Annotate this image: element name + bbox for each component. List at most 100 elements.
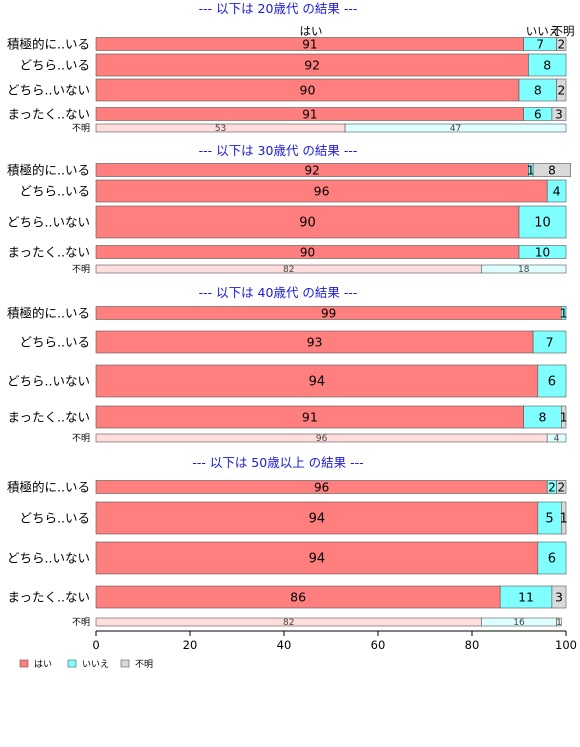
bar-segment-2-2-1 bbox=[537, 364, 567, 398]
row-label-2-0: 積極的に..いる bbox=[7, 306, 90, 321]
data-label-3-1-2: 1 bbox=[560, 512, 568, 527]
row-label-3-4: 不明 bbox=[72, 617, 90, 628]
data-label-0-1-1: 8 bbox=[543, 58, 551, 73]
data-label-1-3-1: 10 bbox=[535, 245, 550, 259]
row-label-2-1: どちら..いる bbox=[20, 335, 90, 350]
bar-segment-0-0-2 bbox=[556, 37, 567, 51]
x-tick-label-4: 80 bbox=[465, 638, 480, 652]
row-label-1-3: まったく..ない bbox=[8, 245, 90, 260]
data-label-1-0-2: 8 bbox=[548, 163, 556, 177]
data-label-2-2-1: 6 bbox=[548, 375, 556, 390]
data-label-0-2-1: 8 bbox=[534, 83, 542, 98]
data-label-1-2-0: 90 bbox=[299, 216, 316, 231]
bar-segment-0-4-1 bbox=[344, 123, 567, 133]
data-label-3-1-1: 5 bbox=[545, 512, 553, 527]
data-label-1-1-1: 4 bbox=[553, 184, 561, 199]
row-label-0-1: どちら..いる bbox=[20, 58, 90, 73]
data-label-0-2-2: 2 bbox=[557, 83, 565, 98]
bar-segment-2-3-2 bbox=[560, 405, 567, 429]
data-label-0-3-0: 91 bbox=[302, 107, 317, 121]
data-label-0-2-0: 90 bbox=[300, 83, 316, 98]
data-label-3-0-1: 2 bbox=[548, 480, 556, 494]
bar-segment-3-2-0 bbox=[95, 541, 539, 575]
x-tick-label-3: 60 bbox=[371, 638, 386, 652]
row-label-0-2: どちら..いない bbox=[7, 83, 90, 98]
column-label-hai: はい bbox=[300, 24, 323, 38]
row-label-1-1: どちら..いる bbox=[20, 184, 90, 199]
data-label-1-4-1: 18 bbox=[518, 265, 530, 275]
data-label-0-0-0: 91 bbox=[302, 37, 317, 51]
x-tick-label-1: 20 bbox=[183, 638, 198, 652]
bar-segment-3-2-1 bbox=[537, 541, 567, 575]
column-label-iie: いいえ bbox=[526, 24, 561, 38]
bar-segment-3-3-2 bbox=[551, 585, 567, 609]
data-label-2-3-2: 1 bbox=[560, 410, 568, 425]
legend-label-0: はい bbox=[34, 659, 52, 670]
panel-title-3: --- 以下は 50歳以上 の結果 --- bbox=[192, 455, 363, 470]
data-label-0-4-0: 53 bbox=[215, 124, 226, 134]
data-label-3-3-0: 86 bbox=[290, 590, 306, 605]
bar-segment-1-3-1 bbox=[518, 245, 567, 259]
row-label-0-4: 不明 bbox=[72, 123, 90, 134]
data-label-3-0-2: 2 bbox=[557, 480, 565, 494]
data-label-1-0-0: 92 bbox=[305, 163, 320, 177]
data-label-0-0-1: 7 bbox=[536, 37, 544, 51]
data-label-0-1-0: 92 bbox=[304, 58, 320, 73]
row-label-1-0: 積極的に..いる bbox=[7, 163, 90, 178]
data-label-1-1-0: 96 bbox=[314, 184, 330, 199]
data-label-2-1-0: 93 bbox=[307, 335, 323, 350]
bar-segment-1-2-0 bbox=[95, 205, 520, 239]
data-label-2-2-0: 94 bbox=[309, 375, 326, 390]
data-label-3-4-1: 16 bbox=[513, 618, 525, 628]
legend-swatch-0 bbox=[19, 659, 29, 668]
bar-segment-3-1-2 bbox=[560, 501, 567, 535]
x-tick-label-5: 100 bbox=[555, 638, 577, 652]
data-label-3-4-2: 1 bbox=[556, 618, 562, 628]
data-label-2-0-0: 99 bbox=[321, 306, 336, 320]
bar-segment-3-1-0 bbox=[95, 501, 539, 535]
panel-title-2: --- 以下は 40歳代 の結果 --- bbox=[199, 285, 358, 300]
panel-title-0: --- 以下は 20歳代 の結果 --- bbox=[199, 1, 358, 16]
bar-segment-1-0-2 bbox=[532, 163, 571, 177]
data-label-1-3-0: 90 bbox=[300, 245, 315, 259]
row-label-3-0: 積極的に..いる bbox=[7, 480, 90, 495]
row-label-3-2: どちら..いない bbox=[7, 551, 90, 566]
data-label-2-4-1: 4 bbox=[554, 434, 560, 444]
bar-segment-0-2-2 bbox=[556, 78, 567, 102]
bar-segment-1-1-1 bbox=[546, 179, 567, 203]
data-label-0-0-2: 2 bbox=[557, 37, 565, 51]
data-label-3-0-0: 96 bbox=[314, 480, 329, 494]
row-label-2-2: どちら..いない bbox=[7, 374, 90, 389]
row-label-3-1: どちら..いる bbox=[20, 511, 90, 526]
data-label-0-3-1: 6 bbox=[534, 107, 542, 121]
legend-swatch-1 bbox=[67, 659, 77, 668]
bar-segment-3-4-2 bbox=[556, 617, 562, 627]
data-label-3-3-2: 3 bbox=[555, 590, 563, 605]
bar-segment-0-3-2 bbox=[551, 107, 567, 121]
data-label-1-0-1: 1 bbox=[527, 163, 535, 177]
data-label-3-2-0: 94 bbox=[309, 552, 326, 567]
row-label-0-3: まったく..ない bbox=[8, 107, 90, 122]
legend-label-2: 不明 bbox=[135, 659, 153, 670]
bar-segment-2-1-1 bbox=[532, 330, 567, 354]
data-label-2-4-0: 96 bbox=[316, 434, 328, 444]
data-label-0-4-1: 47 bbox=[450, 124, 461, 134]
row-label-2-3: まったく..ない bbox=[8, 410, 90, 425]
legend-swatch-2 bbox=[120, 659, 130, 668]
data-label-2-3-0: 91 bbox=[302, 410, 318, 425]
row-label-1-2: どちら..いない bbox=[7, 215, 90, 230]
data-label-1-2-1: 10 bbox=[534, 216, 551, 231]
bar-segment-2-0-1 bbox=[560, 306, 567, 320]
bar-segment-0-1-1 bbox=[528, 53, 567, 77]
bar-segment-1-2-1 bbox=[518, 205, 567, 239]
data-label-1-4-0: 82 bbox=[283, 265, 294, 275]
row-label-0-0: 積極的に..いる bbox=[7, 37, 90, 52]
data-label-3-2-1: 6 bbox=[548, 552, 556, 567]
row-label-2-4: 不明 bbox=[72, 433, 90, 444]
data-label-0-3-2: 3 bbox=[555, 107, 563, 121]
panel-title-1: --- 以下は 30歳代 の結果 --- bbox=[199, 143, 358, 158]
bar-segment-1-4-1 bbox=[481, 264, 567, 274]
legend-label-1: いいえ bbox=[82, 659, 109, 670]
data-label-3-3-1: 11 bbox=[518, 590, 534, 605]
